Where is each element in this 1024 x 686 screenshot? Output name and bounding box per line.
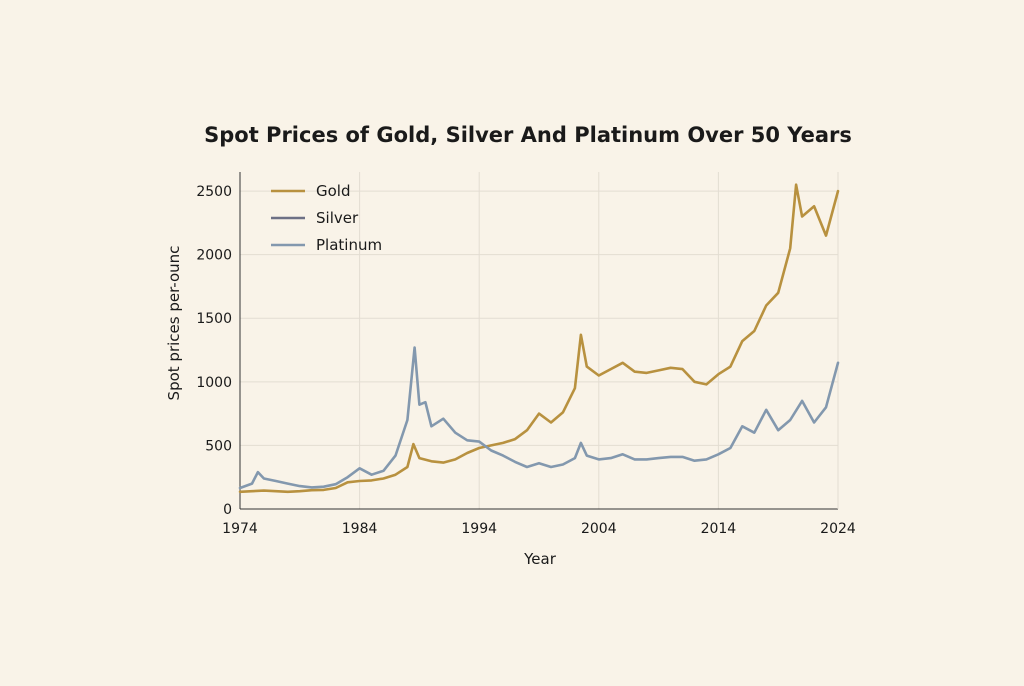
legend: Gold Silver Platinum xyxy=(271,182,382,254)
legend-label-silver: Silver xyxy=(316,209,359,227)
y-tick-label: 0 xyxy=(223,502,232,518)
y-tick-label: 2500 xyxy=(196,184,232,200)
x-tick-label: 2014 xyxy=(701,521,737,537)
y-tick-label: 500 xyxy=(205,438,232,454)
x-tick-label: 1974 xyxy=(222,521,258,537)
series-group xyxy=(238,183,840,494)
legend-label-gold: Gold xyxy=(316,182,351,200)
axes: 0 500 1000 1500 2000 2500 1974 1984 1994 2004 2014… xyxy=(196,172,856,537)
series-line-platinum xyxy=(238,346,840,490)
x-tick-label: 2004 xyxy=(581,521,617,537)
y-tick-label: 2000 xyxy=(196,248,232,264)
y-tick-label: 1000 xyxy=(196,375,232,391)
y-axis-label: Spot prices per-ounc xyxy=(165,246,183,401)
x-tick-label: 2024 xyxy=(820,521,856,537)
legend-label-platinum: Platinum xyxy=(316,236,382,254)
series-line-gold xyxy=(238,183,840,494)
x-axis-label: Year xyxy=(523,550,557,568)
y-tick-label: 1500 xyxy=(196,311,232,327)
x-tick-label: 1994 xyxy=(461,521,497,537)
x-tick-label: 1984 xyxy=(342,521,378,537)
chart-title: Spot Prices of Gold, Silver And Platinum… xyxy=(204,123,852,147)
